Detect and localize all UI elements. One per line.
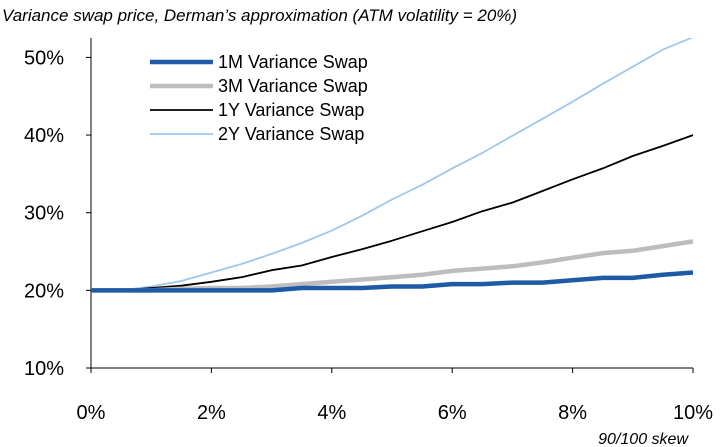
- x-tick-label: 8%: [558, 402, 587, 424]
- y-tick-label: 30%: [24, 203, 64, 225]
- series-line-1y-variance-swap: [91, 134, 694, 292]
- y-tick-label: 40%: [24, 125, 64, 147]
- x-tick-label: 2%: [197, 402, 226, 424]
- y-tick-label: 20%: [24, 280, 64, 302]
- y-tick-label: 10%: [24, 358, 64, 380]
- legend-label: 2Y Variance Swap: [218, 124, 364, 144]
- x-tick-label: 0%: [77, 402, 106, 424]
- x-axis-label: 90/100 skew: [598, 431, 689, 447]
- x-tick-label: 4%: [317, 402, 346, 424]
- series-line-1m-variance-swap: [91, 270, 694, 293]
- x-tick-label: 6%: [438, 402, 467, 424]
- x-tick-label: 10%: [673, 402, 713, 424]
- y-tick-label: 50%: [24, 47, 64, 69]
- legend-label: 1Y Variance Swap: [218, 100, 364, 120]
- legend-label: 1M Variance Swap: [218, 52, 368, 72]
- series-line-2y-variance-swap: [91, 38, 694, 292]
- chart-title: Variance swap price, Derman’s approximat…: [2, 6, 518, 25]
- legend-label: 3M Variance Swap: [218, 76, 368, 96]
- series-line-3m-variance-swap: [91, 239, 694, 293]
